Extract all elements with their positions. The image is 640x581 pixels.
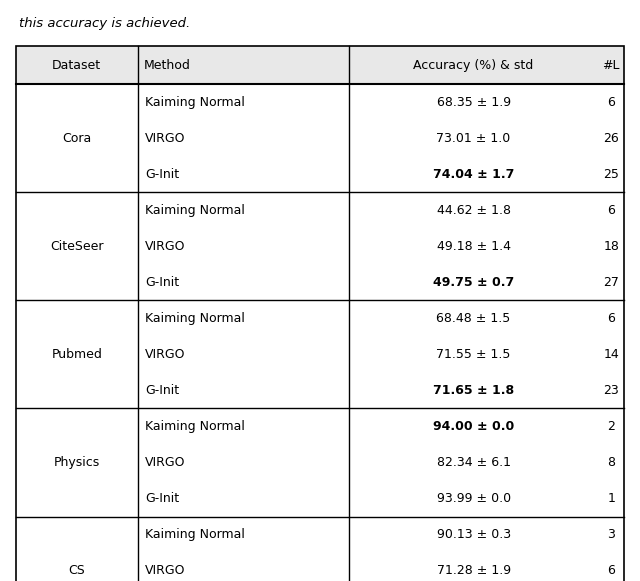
Text: 71.65 ± 1.8: 71.65 ± 1.8 [433,384,514,397]
Text: 26: 26 [604,132,619,145]
Text: VIRGO: VIRGO [145,132,186,145]
Text: VIRGO: VIRGO [145,456,186,469]
Text: G-Init: G-Init [145,384,179,397]
Bar [16,46,624,84]
Text: 44.62 ± 1.8: 44.62 ± 1.8 [436,204,511,217]
Text: 74.04 ± 1.7: 74.04 ± 1.7 [433,168,515,181]
Text: Physics: Physics [54,456,100,469]
Text: 25: 25 [604,168,619,181]
Text: Method: Method [144,59,191,72]
Text: this accuracy is achieved.: this accuracy is achieved. [19,17,191,30]
Text: Cora: Cora [62,132,92,145]
Text: Kaiming Normal: Kaiming Normal [145,420,245,433]
Text: Kaiming Normal: Kaiming Normal [145,204,245,217]
Text: 8: 8 [607,456,615,469]
Text: 6: 6 [607,312,615,325]
Text: 49.75 ± 0.7: 49.75 ± 0.7 [433,276,514,289]
Text: 27: 27 [604,276,619,289]
Text: G-Init: G-Init [145,492,179,505]
Text: 2: 2 [607,420,615,433]
Text: 93.99 ± 0.0: 93.99 ± 0.0 [436,492,511,505]
Text: 71.28 ± 1.9: 71.28 ± 1.9 [436,564,511,577]
Text: VIRGO: VIRGO [145,564,186,577]
Text: 68.48 ± 1.5: 68.48 ± 1.5 [436,312,511,325]
Text: VIRGO: VIRGO [145,348,186,361]
Text: CiteSeer: CiteSeer [50,240,104,253]
Text: 49.18 ± 1.4: 49.18 ± 1.4 [436,240,511,253]
Text: 73.01 ± 1.0: 73.01 ± 1.0 [436,132,511,145]
Text: 90.13 ± 0.3: 90.13 ± 0.3 [436,528,511,541]
Text: 6: 6 [607,96,615,109]
Text: Accuracy (%) & std: Accuracy (%) & std [413,59,534,72]
Text: 1: 1 [607,492,615,505]
Text: #L: #L [602,59,620,72]
Text: 6: 6 [607,564,615,577]
Text: G-Init: G-Init [145,168,179,181]
Text: Kaiming Normal: Kaiming Normal [145,312,245,325]
Text: VIRGO: VIRGO [145,240,186,253]
Text: Dataset: Dataset [52,59,101,72]
Text: 6: 6 [607,204,615,217]
Text: 3: 3 [607,528,615,541]
Text: 68.35 ± 1.9: 68.35 ± 1.9 [436,96,511,109]
Text: 18: 18 [604,240,619,253]
Text: Kaiming Normal: Kaiming Normal [145,96,245,109]
Text: 71.55 ± 1.5: 71.55 ± 1.5 [436,348,511,361]
Text: 23: 23 [604,384,619,397]
Text: Kaiming Normal: Kaiming Normal [145,528,245,541]
Text: 14: 14 [604,348,619,361]
Text: 94.00 ± 0.0: 94.00 ± 0.0 [433,420,514,433]
Text: Pubmed: Pubmed [51,348,102,361]
Text: CS: CS [68,564,85,577]
Text: G-Init: G-Init [145,276,179,289]
Text: 82.34 ± 6.1: 82.34 ± 6.1 [436,456,511,469]
